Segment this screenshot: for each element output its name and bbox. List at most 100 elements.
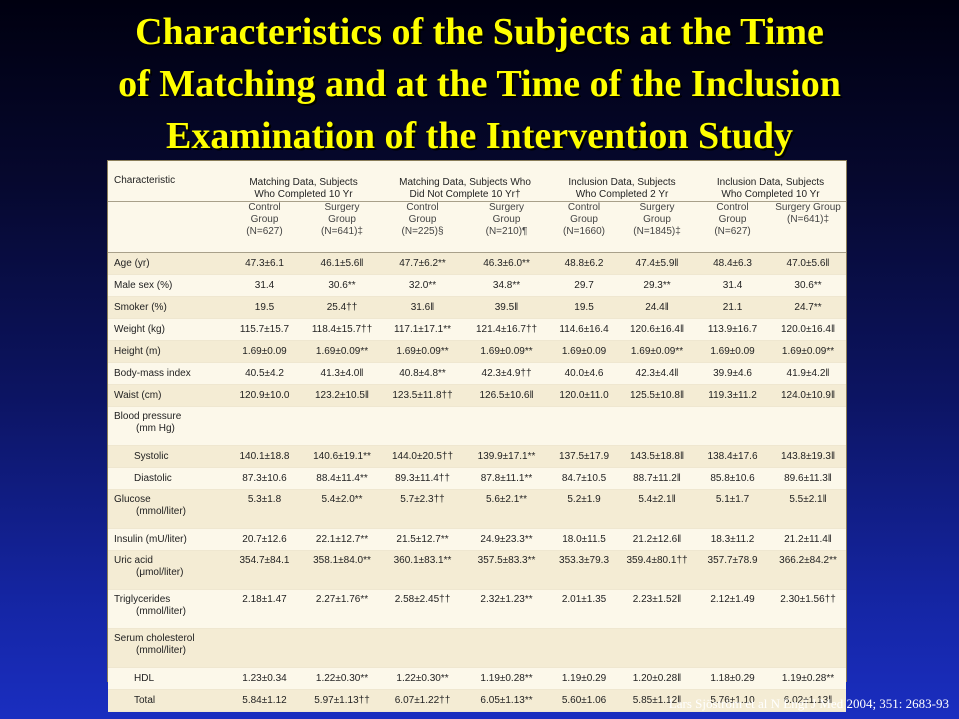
table-cell (226, 629, 303, 668)
table-cell (695, 407, 770, 446)
table-cell: 2.18±1.47 (242, 594, 287, 605)
table-row: HDL 1.23±0.34 1.22±0.30** 1.22±0.30** 1.19±0… (108, 667, 847, 690)
table-cell: 40.8±4.8** (399, 368, 446, 379)
row-label: Glucose (mmol/liter) (114, 494, 186, 517)
group-header-inclusion-2yr: Inclusion Data, Subjects Who Completed 2… (549, 161, 696, 202)
table-body: Age (yr) 47.3±6.1 46.1±5.6‖ 47.7±6.2** 46.3±… (108, 252, 847, 712)
table-cell (381, 629, 464, 668)
table-cell: 1.22±0.30** (396, 673, 449, 684)
table-cell: 1.69±0.09** (480, 346, 533, 357)
table-row: Male sex (%) 31.4 30.6** 32.0** 34.8** 29.7 29… (108, 274, 847, 297)
table-cell: 113.9±16.7 (707, 324, 758, 335)
table-cell: 2.58±2.45†† (394, 594, 451, 605)
table-row: Height (m) 1.69±0.09 1.69±0.09** 1.69±0.09*… (108, 340, 847, 363)
row-label: Body-mass index (114, 367, 191, 379)
table-row: Uric acid (μmol/liter) 354.7±84.1 358.1±84.… (108, 550, 847, 590)
table-cell: 46.1±5.6‖ (320, 258, 364, 269)
table-cell: 1.69±0.09** (781, 346, 835, 357)
table-cell (619, 629, 695, 668)
table-cell: 357.5±83.3** (477, 555, 536, 566)
table-cell: 143.8±19.3‖ (780, 451, 836, 462)
subgroup-header: Surgery Group (N=641)‡ (303, 201, 382, 253)
table-cell (549, 407, 619, 446)
table-cell: 126.5±10.6‖ (479, 390, 534, 401)
table-cell (381, 407, 464, 446)
table-cell (770, 629, 846, 668)
table-row: Weight (kg) 115.7±15.7 118.4±15.7†† 117.1±1… (108, 318, 847, 341)
slide-title: Characteristics of the Subjects at the T… (0, 6, 959, 162)
table-cell: 18.3±11.2 (710, 534, 755, 545)
table-cell: 117.1±17.1** (394, 324, 452, 335)
table-cell: 42.3±4.4‖ (635, 368, 679, 379)
table-cell: 5.5±2.1‖ (789, 494, 827, 505)
table-cell: 123.2±10.5‖ (314, 390, 370, 401)
table-cell: 1.22±0.30** (315, 673, 369, 684)
table-cell: 21.2±12.6‖ (632, 534, 682, 545)
row-label: Male sex (%) (114, 279, 173, 291)
table-cell: 1.69±0.09 (561, 346, 607, 357)
table-cell: 48.4±6.3 (713, 258, 752, 269)
group-header-inclusion-10yr: Inclusion Data, Subjects Who Completed 1… (695, 161, 847, 202)
table-cell (549, 629, 619, 668)
table-cell: 29.3** (643, 280, 671, 291)
table-cell: 2.12±1.49 (710, 594, 755, 605)
row-label: Insulin (mU/liter) (114, 533, 187, 545)
subgroup-header: Control Group (N=1660) (549, 201, 620, 253)
subgroup-header: Control Group (N=225)§ (381, 201, 465, 253)
subgroup-header: Control Group (N=627) (695, 201, 771, 253)
table-cell: 24.9±23.3** (480, 534, 533, 545)
table-cell (619, 407, 695, 446)
table-cell: 47.4±5.9‖ (635, 258, 679, 269)
table-cell: 1.20±0.28‖ (632, 673, 682, 684)
table-cell: 24.4‖ (645, 302, 669, 313)
table-cell: 359.4±80.1†† (626, 555, 688, 566)
table-cell: 1.69±0.09 (242, 346, 287, 357)
table-cell: 140.1±18.8 (239, 451, 290, 462)
table-cell: 1.19±0.28** (480, 673, 533, 684)
table-row: Glucose (mmol/liter) 5.3±1.8 5.4±2.0** 5.7±2… (108, 489, 847, 529)
table-cell: 88.4±11.4** (316, 473, 368, 484)
row-label: Total (134, 694, 156, 706)
table-cell: 89.6±11.3‖ (784, 473, 832, 484)
row-label: Uric acid (μmol/liter) (114, 555, 184, 578)
row-label: Height (m) (114, 345, 161, 357)
table-cell: 1.18±0.29 (710, 673, 755, 684)
subgroup-header: Surgery Group (N=1845)‡ (619, 201, 696, 253)
table-cell: 119.3±11.2 (708, 390, 757, 401)
table-cell: 124.0±10.9‖ (780, 390, 836, 401)
table-cell: 24.7** (794, 302, 822, 313)
table-cell: 40.5±4.2 (245, 368, 284, 379)
group-header-matching-not-completed: Matching Data, Subjects Who Did Not Comp… (381, 161, 550, 202)
table-cell: 5.4±2.1‖ (638, 494, 676, 505)
table-cell: 29.7 (574, 280, 594, 291)
table-cell: 353.3±79.3 (559, 555, 610, 566)
table-row: Systolic 140.1±18.8 140.6±19.1** 144.0±20.5… (108, 445, 847, 468)
table-cell: 31.6‖ (410, 302, 435, 313)
table-row: Smoker (%) 19.5 25.4†† 31.6‖ 39.5‖ 19.5 24.4‖ 2… (108, 296, 847, 319)
table-cell (770, 407, 846, 446)
row-label: Serum cholesterol (mmol/liter) (114, 633, 195, 656)
table-cell: 114.6±16.4 (559, 324, 609, 335)
table-cell: 118.4±15.7†† (311, 324, 373, 335)
table-cell: 41.9±4.2‖ (786, 368, 830, 379)
table-cell: 30.6** (794, 280, 822, 291)
table-cell: 21.5±12.7** (396, 534, 449, 545)
table-cell: 358.1±84.0** (313, 555, 371, 566)
table-cell: 1.69±0.09** (315, 346, 369, 357)
table-cell: 5.97±1.13†† (314, 695, 370, 706)
table-cell: 120.0±11.0 (559, 390, 609, 401)
table-cell: 360.1±83.1** (393, 555, 452, 566)
table-cell (695, 629, 770, 668)
table-cell: 125.5±10.8‖ (629, 390, 685, 401)
table-cell: 25.4†† (326, 302, 358, 313)
row-label: Weight (kg) (114, 323, 165, 335)
table-cell: 120.0±16.4‖ (780, 324, 836, 335)
row-label: Diastolic (134, 472, 172, 484)
table-cell: 357.7±78.9 (707, 555, 758, 566)
table-cell: 2.30±1.56†† (780, 594, 836, 605)
table-row: Waist (cm) 120.9±10.0 123.2±10.5‖ 123.5±11.… (108, 384, 847, 407)
characteristic-header: Characteristic (108, 161, 226, 202)
table-cell: 120.9±10.0 (239, 390, 290, 401)
table-cell: 19.5 (574, 302, 594, 313)
table-cell: 140.6±19.1** (313, 451, 371, 462)
